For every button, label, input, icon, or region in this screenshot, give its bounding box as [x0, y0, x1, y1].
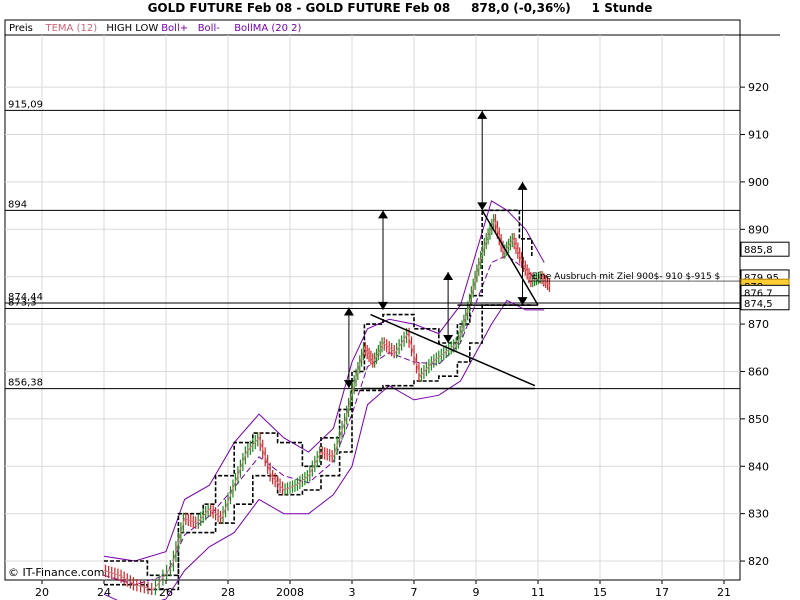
y-tick-label: 850	[748, 413, 769, 426]
x-tick-label: 26	[159, 586, 173, 599]
legend-item: BollMA (20 2)	[234, 23, 301, 34]
legend-item: TEMA (12)	[45, 23, 98, 34]
x-tick-label: 11	[531, 586, 545, 599]
x-tick-label: 24	[97, 586, 111, 599]
x-tick-label: 9	[473, 586, 480, 599]
price-badge	[740, 241, 790, 257]
y-tick-label: 830	[748, 508, 769, 521]
trend-lines: Eine Ausbruch mit Ziel 900$- 910 $-915 $	[343, 110, 767, 390]
arrow-head	[517, 181, 528, 190]
arrow-head	[343, 307, 354, 316]
y-tick-label: 900	[748, 176, 769, 189]
breakout-annotation: Eine Ausbruch mit Ziel 900$- 910 $-915 $	[532, 272, 720, 282]
arrow-head	[443, 271, 454, 280]
grid	[4, 19, 780, 581]
legend-item: Boll-	[198, 23, 221, 34]
x-tick-label: 7	[411, 586, 418, 599]
x-tick-label: 15	[593, 586, 607, 599]
price-badge-label: 876,7	[744, 288, 773, 299]
arrow-head	[443, 335, 454, 344]
x-tick-label: 21	[717, 586, 731, 599]
arrow-head	[517, 297, 528, 306]
price-badge	[740, 295, 790, 311]
y-tick-label: 890	[748, 223, 769, 236]
legend-item: HIGH LOW	[106, 23, 158, 34]
copyright-text: © IT-Finance.com	[8, 566, 105, 579]
y-tick-label: 870	[748, 318, 769, 331]
bollinger-ma-line	[103, 254, 545, 586]
arrow-head	[477, 110, 488, 119]
high-low-upper-line	[104, 209, 533, 577]
plot-frame	[4, 19, 741, 581]
price-badge-label: 879,95	[744, 273, 779, 284]
bollinger-upper-line	[103, 200, 545, 562]
arrow-head	[378, 301, 388, 310]
tema-line	[103, 218, 551, 591]
bollinger-lower-line	[103, 299, 545, 600]
high-low-lower-line	[104, 304, 532, 591]
level-label: 856,38	[8, 378, 43, 389]
level-label: 873,3	[8, 297, 37, 308]
legend: Preis TEMA (12) HIGH LOW Boll+ Boll- BollMA (…	[9, 23, 302, 34]
legend-item: Preis	[9, 23, 33, 34]
legend-item: Boll+	[161, 23, 188, 34]
arrow-head	[477, 202, 488, 211]
x-tick-label: 20	[35, 586, 49, 599]
trend-line	[370, 313, 536, 387]
x-tick-label: 28	[221, 586, 235, 599]
x-tick-label: 17	[655, 586, 669, 599]
price-badge-label: 874,5	[744, 299, 773, 310]
y-tick-label: 840	[748, 460, 769, 473]
x-tick-label: 2008	[276, 586, 304, 599]
price-badge-label: 885,8	[744, 245, 773, 256]
level-label: 894	[8, 199, 27, 210]
y-tick-label: 820	[748, 555, 769, 568]
series	[103, 200, 551, 600]
trend-line	[481, 209, 539, 306]
x-tick-label: 3	[349, 586, 356, 599]
chart-title: GOLD FUTURE Feb 08 - GOLD FUTURE Feb 08 …	[147, 1, 653, 15]
y-tick-label: 920	[748, 81, 769, 94]
y-tick-label: 860	[748, 365, 769, 378]
level-label: 874,44	[8, 292, 43, 303]
arrow-head	[378, 210, 388, 219]
arrow-head	[343, 380, 354, 389]
level-label: 915,09	[8, 99, 43, 110]
y-tick-label: 910	[748, 129, 769, 142]
